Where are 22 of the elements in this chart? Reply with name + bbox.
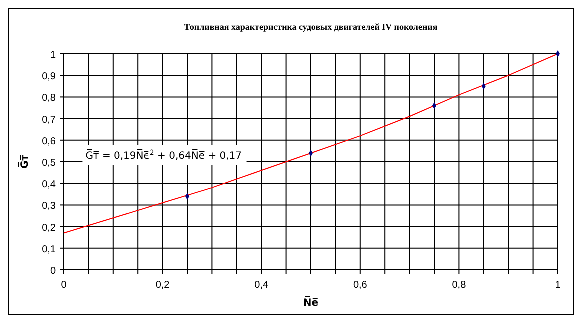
y-tick-label: 0,1 (42, 244, 56, 256)
y-tick-label: 0,5 (42, 158, 56, 169)
x-tick-label: 1 (555, 280, 562, 291)
x-tick-label: 0,6 (353, 280, 368, 291)
x-tick-label: 0 (61, 280, 68, 291)
y-tick-label: 0,8 (42, 93, 56, 104)
x-tick-label: 0,8 (452, 280, 467, 291)
x-tick-label: 0,4 (254, 280, 269, 291)
y-tick-label: 0 (50, 266, 56, 277)
annotation: G̅т̅ = 0,19N̅e̅$^{2}$ + 0,64N̅e̅ + 0,17 (86, 149, 242, 162)
chart-title: Топливная характеристика судовых двигателей IV поколения (184, 22, 438, 32)
x-tick-label: 0,2 (156, 280, 170, 291)
y-axis-title: G̅т̅ (18, 154, 31, 170)
point (556, 50, 560, 58)
y-tick-label: 0,7 (42, 114, 56, 126)
y-tick-label: 0,9 (42, 72, 56, 83)
y-tick-label: 1 (50, 50, 56, 61)
y-tick-label: 0,4 (42, 180, 56, 191)
y-tick-label: 0,2 (42, 222, 56, 234)
y-tick-label: 0,3 (42, 201, 56, 212)
y-tick-label: 0,6 (42, 136, 56, 148)
x-axis-title: N̅e̅ (303, 296, 319, 309)
